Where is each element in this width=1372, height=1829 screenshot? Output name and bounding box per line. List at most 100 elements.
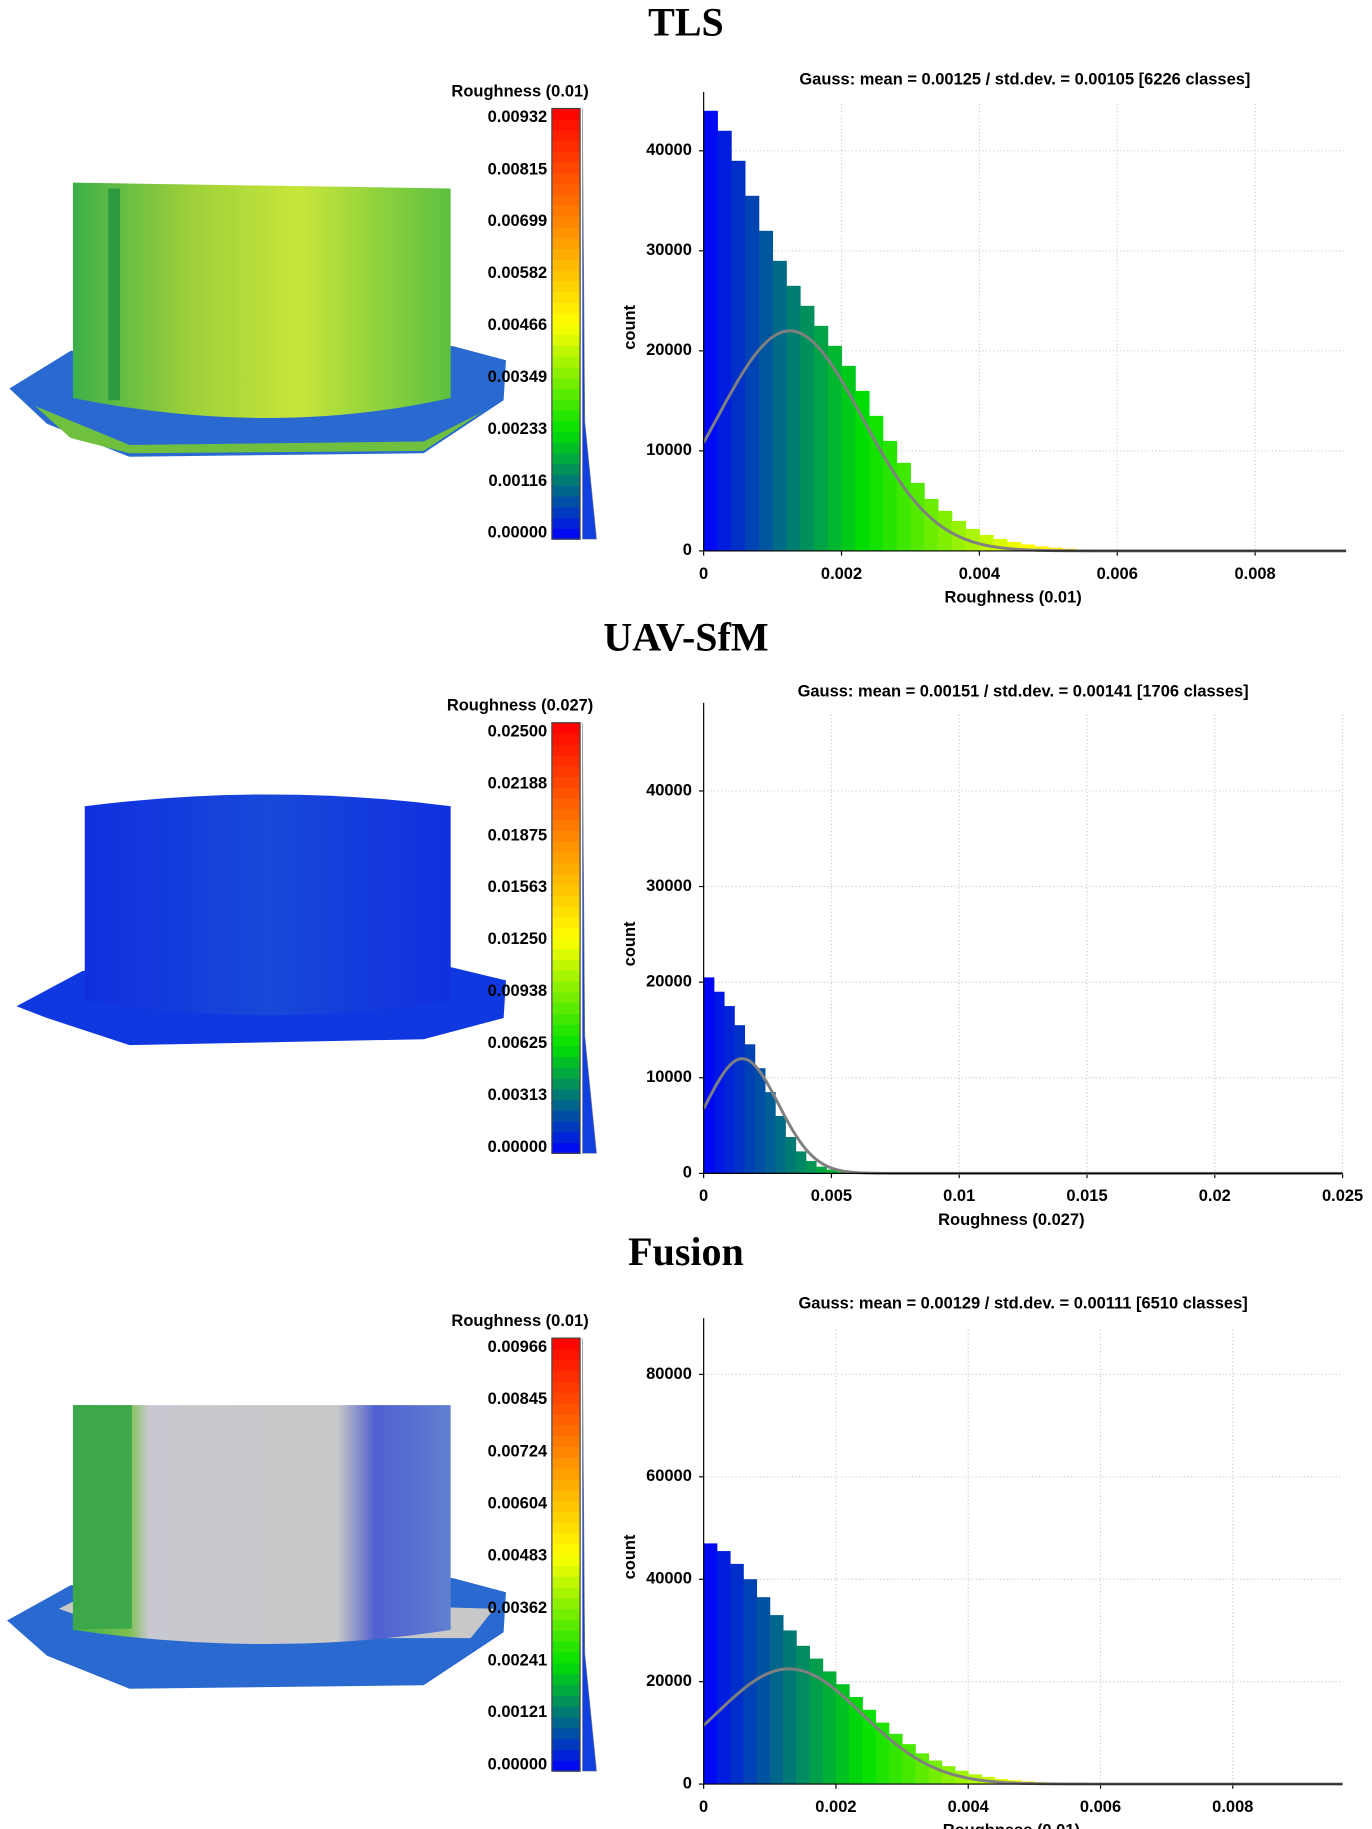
colorbar-cell: [552, 1121, 580, 1132]
colorbar-cell: [552, 1555, 580, 1566]
histogram-bar: [773, 261, 787, 551]
histogram-bar: [785, 1137, 796, 1173]
colorbar-tick-label: 0.00699: [488, 212, 548, 230]
colorbar-cell: [552, 938, 580, 949]
colorbar-tick-label: 0.00241: [488, 1651, 548, 1669]
colorbar-cell: [552, 733, 580, 744]
histogram-bar: [786, 286, 800, 551]
histogram-bar: [730, 1564, 744, 1784]
y-axis-label: count: [621, 921, 639, 966]
colorbar-cell: [552, 1533, 580, 1544]
y-tick-label: 0: [683, 1774, 692, 1792]
histogram-bar: [724, 1006, 735, 1173]
y-tick-label: 40000: [646, 141, 692, 159]
colorbar-cell: [552, 927, 580, 938]
colorbar-cell: [552, 410, 580, 421]
colorbar-histogram: [582, 723, 596, 1154]
colorbar-cell: [552, 1381, 580, 1392]
colorbar-cell: [552, 1490, 580, 1501]
y-tick-label: 0: [683, 541, 692, 559]
histogram-bar: [924, 499, 938, 551]
colorbar-cell: [552, 1436, 580, 1447]
x-tick-label: 0.002: [815, 1798, 856, 1816]
colorbar-cell: [552, 1565, 580, 1576]
colorbar-cell: [552, 1446, 580, 1457]
x-tick-label: 0.006: [1097, 565, 1138, 583]
colorbar-cell: [552, 1760, 580, 1771]
colorbar-tick-label: 0.00582: [488, 264, 548, 282]
colorbar-cell: [552, 388, 580, 399]
colorbar-tick-label: 0.01563: [488, 878, 548, 896]
colorbar-cell: [552, 399, 580, 410]
colorbar-cell: [552, 367, 580, 378]
colorbar-cell: [552, 884, 580, 895]
colorbar-cell: [552, 1620, 580, 1631]
x-tick-label: 0.006: [1080, 1798, 1121, 1816]
colorbar-cell: [552, 356, 580, 367]
colorbar-cell: [552, 292, 580, 303]
colorbar-tick-label: 0.00625: [488, 1034, 548, 1052]
colorbar-cell: [552, 841, 580, 852]
histogram-bar: [759, 231, 773, 551]
colorbar-cell: [552, 1479, 580, 1490]
histogram-bar: [929, 1761, 943, 1785]
histogram-bar: [796, 1646, 810, 1784]
colorbar-cell: [552, 130, 580, 141]
colorbar-cell: [552, 205, 580, 216]
colorbar-cell: [552, 281, 580, 292]
colorbar-cell: [552, 1500, 580, 1511]
x-tick-label: 0.004: [959, 565, 1001, 583]
x-tick-label: 0.02: [1199, 1187, 1231, 1205]
colorbar-cell: [552, 1663, 580, 1674]
colorbar-cell: [552, 173, 580, 184]
histogram-bar: [765, 1092, 776, 1173]
colorbar-cell: [552, 518, 580, 529]
y-tick-label: 40000: [646, 1570, 692, 1588]
panel-title: UAV-SfM: [603, 615, 768, 660]
colorbar-cell: [552, 992, 580, 1003]
histogram-bar: [704, 111, 718, 551]
x-tick-label: 0.005: [811, 1187, 852, 1205]
colorbar-cell: [552, 1143, 580, 1154]
histogram-bar: [734, 1025, 745, 1173]
colorbar-cell: [552, 1371, 580, 1382]
colorbar-cell: [552, 1674, 580, 1685]
x-tick-label: 0: [699, 565, 708, 583]
colorbar-cell: [552, 809, 580, 820]
colorbar-cell: [552, 1392, 580, 1403]
colorbar-cell: [552, 270, 580, 281]
colorbar-cell: [552, 755, 580, 766]
colorbar-cell: [552, 1609, 580, 1620]
colorbar-histogram: [582, 1338, 596, 1771]
colorbar-cell: [552, 1360, 580, 1371]
colorbar-tick-label: 0.00349: [488, 368, 548, 386]
y-tick-label: 0: [683, 1164, 692, 1182]
colorbar-cell: [552, 216, 580, 227]
y-tick-label: 30000: [646, 877, 692, 895]
colorbar-cell: [552, 238, 580, 249]
x-tick-label: 0.002: [821, 565, 862, 583]
colorbar-cell: [552, 1003, 580, 1014]
colorbar-cell: [552, 1457, 580, 1468]
colorbar-cell: [552, 906, 580, 917]
panel-title: TLS: [648, 0, 724, 44]
colorbar-cell: [552, 421, 580, 432]
colorbar-cell: [552, 1338, 580, 1349]
colorbar-cell: [552, 195, 580, 206]
colorbar-cell: [552, 1598, 580, 1609]
colorbar-cell: [552, 119, 580, 130]
colorbar-cell: [552, 981, 580, 992]
histogram-bar: [775, 1116, 786, 1173]
colorbar-cell: [552, 378, 580, 389]
colorbar-cell: [552, 1024, 580, 1035]
colorbar-cell: [552, 345, 580, 356]
colorbar-cell: [552, 1641, 580, 1652]
histogram-bar: [717, 1551, 731, 1784]
colorbar-tick-label: 0.00000: [488, 524, 548, 542]
histogram-bar: [731, 161, 745, 551]
histogram-bar: [897, 463, 911, 551]
histogram-bar: [910, 483, 924, 551]
colorbar-cell: [552, 1706, 580, 1717]
x-tick-label: 0: [699, 1187, 708, 1205]
x-tick-label: 0.004: [948, 1798, 990, 1816]
